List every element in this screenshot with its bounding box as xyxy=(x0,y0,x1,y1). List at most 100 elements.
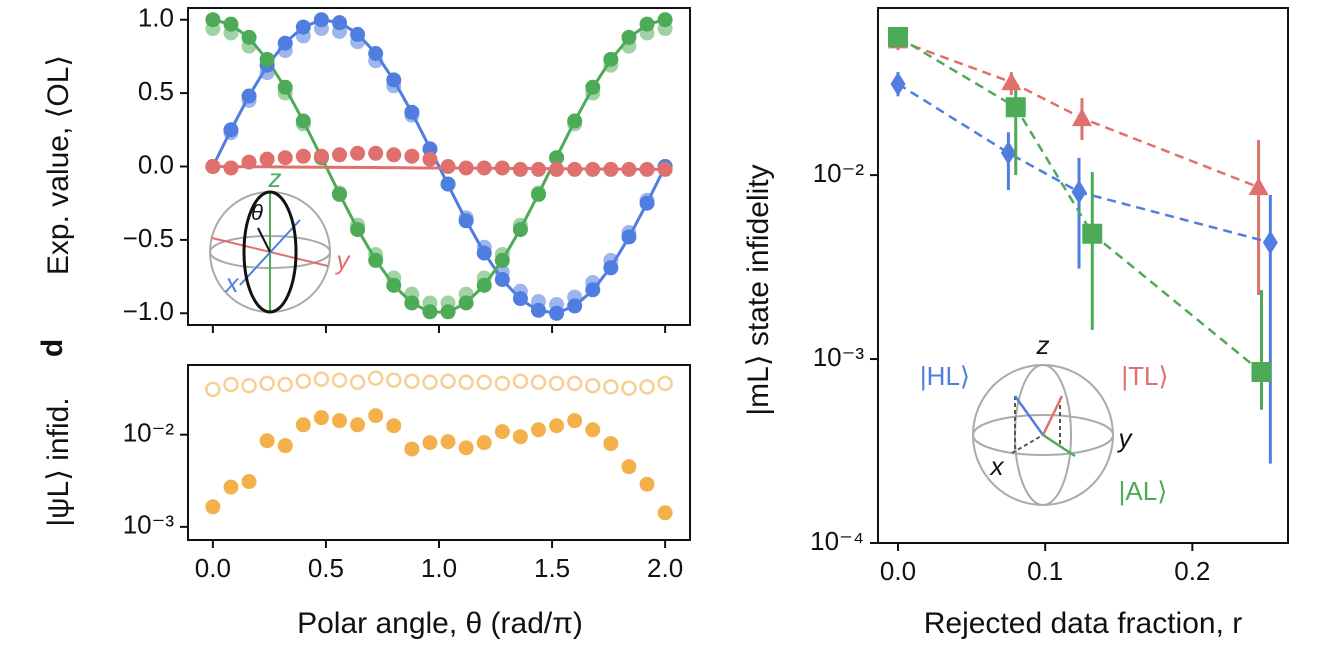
marker xyxy=(440,159,456,174)
y-tick-label: 10⁻⁴ xyxy=(810,526,864,556)
plot-frame xyxy=(877,7,1289,544)
y-tick-label: 1.0 xyxy=(138,3,174,33)
series-line xyxy=(897,35,1263,374)
marker xyxy=(422,141,438,157)
marker xyxy=(512,222,528,238)
marker xyxy=(223,16,239,32)
marker xyxy=(621,380,637,396)
marker xyxy=(458,295,474,311)
marker xyxy=(1251,362,1272,383)
marker xyxy=(404,441,420,457)
marker xyxy=(386,418,402,434)
marker xyxy=(639,379,655,395)
marker xyxy=(512,291,528,307)
marker xyxy=(332,413,348,429)
marker xyxy=(494,375,511,392)
marker xyxy=(368,45,384,61)
axis-label-z: z xyxy=(268,163,282,193)
marker xyxy=(349,374,366,391)
marker xyxy=(476,160,492,176)
marker xyxy=(332,147,348,163)
marker xyxy=(639,476,655,492)
marker xyxy=(277,438,293,454)
marker xyxy=(205,499,221,515)
marker xyxy=(440,434,456,450)
marker xyxy=(223,122,239,138)
marker xyxy=(458,374,474,391)
marker xyxy=(657,12,673,28)
marker xyxy=(458,160,474,176)
marker xyxy=(549,150,565,166)
marker xyxy=(494,160,510,176)
marker xyxy=(890,71,906,96)
marker xyxy=(331,372,348,388)
x-tick-label: 1.5 xyxy=(534,553,570,583)
marker xyxy=(1071,179,1087,204)
marker xyxy=(223,160,239,176)
marker xyxy=(585,282,601,298)
marker xyxy=(223,479,239,495)
marker xyxy=(277,376,293,393)
marker xyxy=(241,154,257,170)
marker xyxy=(332,15,348,31)
marker xyxy=(621,459,637,475)
series-line xyxy=(897,39,1260,189)
marker xyxy=(277,79,293,95)
marker xyxy=(350,222,366,238)
marker xyxy=(295,148,311,164)
y-tick-label: −1.0 xyxy=(123,296,174,326)
marker xyxy=(1071,108,1092,127)
marker xyxy=(440,373,456,389)
marker xyxy=(1248,177,1269,196)
marker xyxy=(566,375,583,392)
marker xyxy=(350,26,366,42)
marker xyxy=(404,148,420,164)
marker xyxy=(530,186,546,202)
y-tick-label: 0.0 xyxy=(138,149,174,179)
marker xyxy=(440,304,456,320)
marker xyxy=(458,213,474,229)
marker xyxy=(386,147,402,163)
marker xyxy=(603,379,619,395)
marker xyxy=(332,186,348,202)
y-tick-label: 10⁻³ xyxy=(123,510,175,540)
marker xyxy=(205,381,221,398)
marker xyxy=(458,440,474,456)
marker xyxy=(241,88,257,104)
marker xyxy=(440,176,456,192)
x-tick-label: 0.5 xyxy=(308,553,344,583)
marker xyxy=(512,429,528,445)
x-tick-label: 1.0 xyxy=(421,553,457,583)
marker xyxy=(657,161,673,177)
marker xyxy=(549,305,565,321)
marker xyxy=(223,376,239,393)
marker xyxy=(295,417,311,433)
y-tick-label: 0.5 xyxy=(138,76,174,106)
marker xyxy=(549,161,565,177)
marker xyxy=(585,79,601,95)
marker xyxy=(404,295,420,311)
marker xyxy=(494,424,510,440)
x-axis-label: Polar angle, θ (rad/π) xyxy=(297,607,583,640)
marker xyxy=(241,377,257,394)
marker xyxy=(313,12,329,28)
marker xyxy=(621,229,637,245)
marker xyxy=(350,145,366,161)
marker xyxy=(1082,223,1103,244)
marker xyxy=(241,29,257,45)
marker xyxy=(476,435,492,451)
marker xyxy=(259,51,275,67)
marker xyxy=(1001,72,1022,91)
x-tick-label: 0.1 xyxy=(1027,556,1063,586)
marker xyxy=(512,161,528,177)
marker xyxy=(639,195,655,211)
marker xyxy=(404,373,420,389)
marker xyxy=(621,29,637,45)
marker xyxy=(295,113,311,129)
marker xyxy=(295,19,311,35)
panel-label: d xyxy=(36,339,69,357)
marker xyxy=(530,161,546,177)
y-tick-label: 10⁻³ xyxy=(813,342,865,372)
marker xyxy=(639,16,655,32)
